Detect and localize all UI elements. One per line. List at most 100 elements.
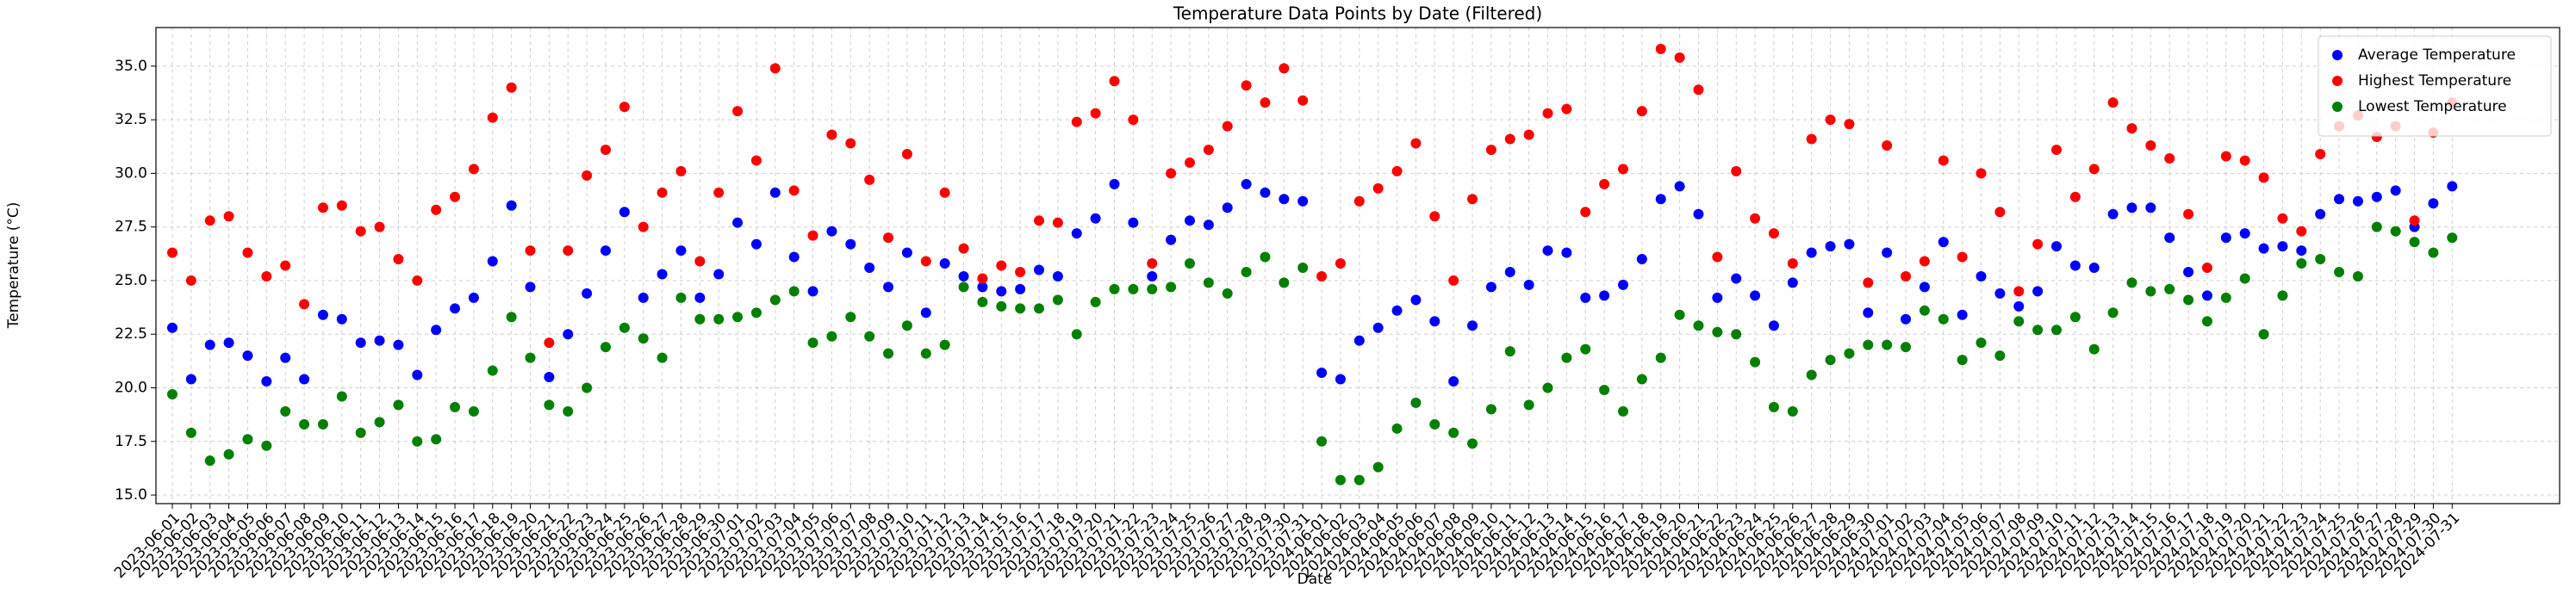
point <box>2277 241 2288 252</box>
point <box>656 269 668 280</box>
point <box>1938 155 1949 166</box>
point <box>1166 168 1177 179</box>
point <box>506 200 517 211</box>
point <box>1353 195 1365 207</box>
point <box>1241 178 1252 189</box>
point <box>1674 52 1685 63</box>
point <box>619 322 630 333</box>
point <box>1957 355 1968 366</box>
point <box>582 382 593 393</box>
point <box>920 348 931 359</box>
point <box>204 215 215 226</box>
point <box>845 312 856 323</box>
point <box>788 286 800 297</box>
point <box>1731 329 1742 340</box>
point <box>2371 191 2382 202</box>
point <box>1203 144 1214 155</box>
point <box>1768 320 1779 331</box>
point <box>1335 258 1346 269</box>
point <box>412 436 423 447</box>
point <box>1882 140 1893 152</box>
point <box>468 405 479 417</box>
point <box>2334 266 2345 277</box>
point <box>883 232 894 244</box>
point <box>336 313 347 325</box>
point <box>1071 116 1082 127</box>
legend-marker <box>2332 76 2343 86</box>
point <box>2164 152 2175 164</box>
point <box>939 339 950 350</box>
point <box>1090 296 1101 307</box>
point <box>750 155 762 166</box>
point <box>1580 207 1591 218</box>
point <box>2258 329 2269 340</box>
point <box>1674 309 1685 320</box>
point <box>563 405 574 417</box>
point <box>883 348 894 359</box>
point <box>638 221 649 232</box>
point <box>2051 241 2062 252</box>
point <box>223 337 234 349</box>
point <box>1957 251 1968 263</box>
point <box>1523 129 1534 140</box>
point <box>1863 307 1874 319</box>
point <box>167 247 177 258</box>
point <box>1147 258 1158 269</box>
point <box>2239 155 2250 166</box>
point <box>1561 103 1572 114</box>
point <box>807 230 818 241</box>
point <box>713 269 725 280</box>
point <box>2201 262 2212 273</box>
point <box>468 292 479 303</box>
point <box>2032 286 2044 297</box>
point <box>1542 108 1553 119</box>
point <box>1901 270 1912 282</box>
point <box>2013 300 2025 312</box>
y-tick-label: 27.5 <box>115 219 147 236</box>
y-tick-label: 17.5 <box>115 433 147 450</box>
point <box>2220 292 2231 303</box>
point <box>261 270 272 282</box>
point <box>2296 226 2307 237</box>
point <box>2145 140 2156 152</box>
point <box>864 331 875 342</box>
point <box>1693 84 1704 96</box>
point <box>261 376 272 387</box>
point <box>1882 247 1893 258</box>
point <box>2390 185 2401 196</box>
point <box>2051 144 2062 155</box>
point <box>2258 243 2269 254</box>
point <box>1750 356 1761 368</box>
point <box>600 245 612 257</box>
point <box>1410 397 1422 408</box>
point <box>656 352 668 363</box>
point <box>1184 157 1195 168</box>
point <box>732 106 744 117</box>
point <box>185 427 196 438</box>
point <box>1542 382 1553 393</box>
legend-marker <box>2332 102 2343 112</box>
point <box>1410 138 1422 149</box>
point <box>506 312 517 323</box>
point <box>619 102 630 113</box>
point <box>1994 288 2006 299</box>
point <box>393 339 404 350</box>
point <box>1768 228 1779 239</box>
point <box>1410 294 1422 306</box>
y-tick-label: 35.0 <box>115 58 147 75</box>
point <box>977 296 988 307</box>
point <box>2107 208 2119 220</box>
point <box>412 275 423 286</box>
point <box>1147 283 1158 294</box>
point <box>977 282 988 293</box>
point <box>1655 352 1666 363</box>
point <box>431 325 442 336</box>
point <box>1353 474 1365 486</box>
point <box>2428 198 2439 209</box>
point <box>1599 290 1610 301</box>
point <box>1241 266 1252 277</box>
y-tick-label: 25.0 <box>115 272 147 289</box>
point <box>1806 133 1817 145</box>
point <box>2201 316 2212 327</box>
point <box>2371 221 2382 232</box>
